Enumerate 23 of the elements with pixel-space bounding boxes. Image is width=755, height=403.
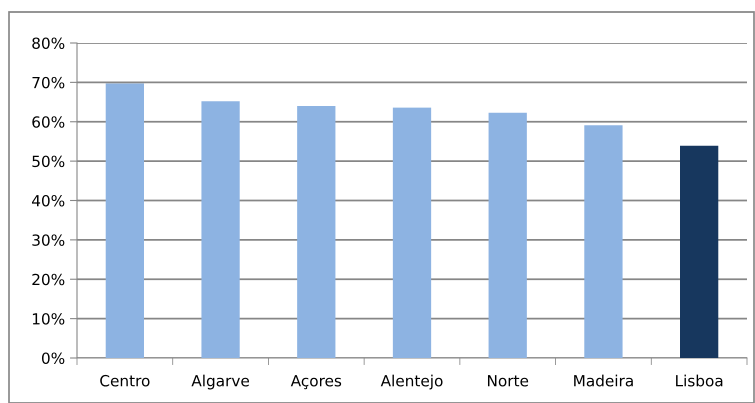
bar (201, 101, 240, 358)
x-tick-label: Madeira (574, 374, 633, 386)
x-tick-label: Algarve (191, 374, 249, 390)
bar (392, 108, 432, 358)
y-tick-label: 10% (32, 313, 64, 325)
x-tick-label: Alentejo (380, 374, 443, 390)
y-tick-label: 50% (32, 156, 64, 168)
y-tick-label: 40% (32, 194, 64, 207)
x-tick-label: Centro (100, 374, 150, 386)
x-tick-label: Norte (488, 375, 528, 386)
y-tick-label: 80% (32, 37, 64, 50)
y-tick-label: 20% (32, 274, 64, 286)
y-tick-label: 0% (42, 352, 64, 364)
bar (488, 112, 527, 358)
bar (680, 146, 718, 358)
x-tick-label: Açores (290, 375, 342, 390)
bar (106, 84, 144, 358)
y-tick-label: 30% (32, 234, 64, 246)
bar (297, 106, 336, 358)
y-tick-label: 70% (32, 76, 64, 88)
bar (584, 125, 623, 358)
y-tick-label: 60% (32, 116, 64, 128)
x-tick-label: Lisboa (676, 374, 722, 386)
